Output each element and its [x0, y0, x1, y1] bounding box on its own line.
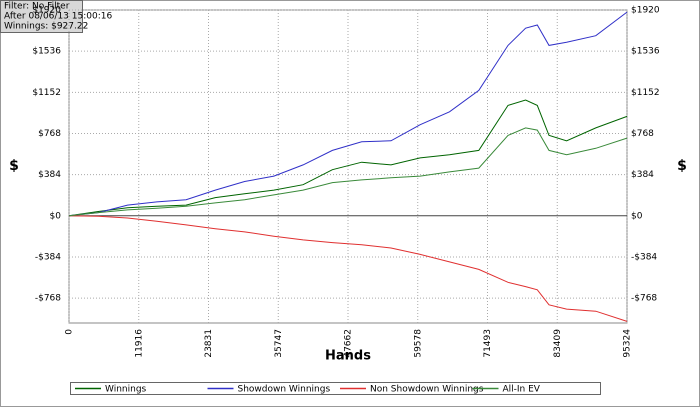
y2-tick-label: $0	[631, 211, 643, 221]
y2-tick-label: $384	[631, 170, 654, 180]
x-tick-label: 35747	[274, 329, 284, 358]
x-tick-label: 59578	[413, 329, 423, 358]
series-line	[68, 127, 628, 217]
y-tick-label: $1920	[32, 6, 61, 16]
y-tick-label: -$384	[35, 252, 61, 262]
series-line	[68, 215, 628, 322]
y-tick-label: $1152	[32, 88, 61, 98]
series-line	[68, 99, 628, 217]
x-tick-label: 11916	[134, 329, 144, 358]
y2-tick-label: $1152	[631, 88, 660, 98]
y2-tick-label: $1920	[631, 6, 660, 16]
x-tick-label: 47662	[344, 329, 354, 358]
x-tick-label: 95324	[623, 329, 633, 358]
y-axis-label: $	[9, 158, 19, 174]
y2-tick-label: $768	[631, 129, 654, 139]
y-tick-label: $0	[50, 211, 62, 221]
x-tick-label: 71493	[483, 329, 493, 358]
series-line	[68, 11, 628, 217]
y-tick-label: $384	[38, 170, 61, 180]
info-text: Filter: No Filter	[4, 2, 70, 12]
y2-tick-label: -$768	[631, 294, 657, 304]
y2-tick-label: $1536	[631, 47, 660, 57]
x-tick-label: 83409	[553, 329, 563, 358]
legend-label: Winnings	[105, 385, 147, 395]
legend-label: Non Showdown Winnings	[370, 385, 484, 395]
info-text: After 08/06/13 15:00:16	[4, 12, 112, 22]
x-axis-label: Hands	[325, 349, 371, 364]
y2-tick-label: -$384	[631, 252, 657, 262]
y-tick-label: $768	[38, 129, 61, 139]
x-tick-label: 0	[65, 329, 75, 335]
info-text: Winnings: $927.22	[4, 22, 88, 32]
y2-axis-label: $	[677, 158, 687, 174]
x-tick-label: 23831	[204, 329, 214, 358]
y-tick-label: -$768	[35, 294, 61, 304]
legend	[70, 382, 601, 395]
legend-label: All-In EV	[503, 385, 541, 395]
y-tick-label: $1536	[32, 47, 61, 57]
legend-label: Showdown Winnings	[238, 385, 331, 395]
